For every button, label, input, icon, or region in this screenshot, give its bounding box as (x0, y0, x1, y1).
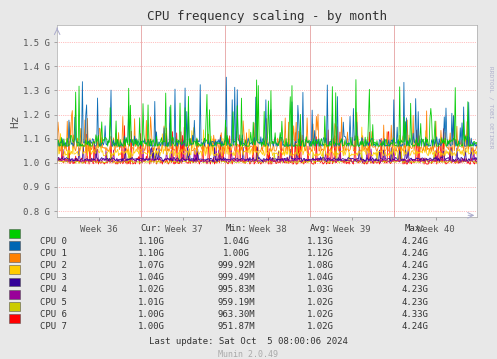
Text: 1.10G: 1.10G (138, 237, 165, 246)
Y-axis label: Hz: Hz (10, 115, 20, 128)
Text: 1.13G: 1.13G (307, 237, 334, 246)
Text: CPU 6: CPU 6 (40, 310, 67, 319)
Text: 999.49M: 999.49M (217, 273, 255, 282)
Text: Min:: Min: (225, 224, 247, 233)
Text: 1.07G: 1.07G (138, 261, 165, 270)
Text: Last update: Sat Oct  5 08:00:06 2024: Last update: Sat Oct 5 08:00:06 2024 (149, 337, 348, 346)
Text: CPU 1: CPU 1 (40, 249, 67, 258)
Text: Max:: Max: (404, 224, 426, 233)
Text: 995.83M: 995.83M (217, 285, 255, 294)
Text: 1.08G: 1.08G (307, 261, 334, 270)
Text: CPU 7: CPU 7 (40, 322, 67, 331)
Text: 4.23G: 4.23G (402, 298, 428, 307)
Text: 4.24G: 4.24G (402, 322, 428, 331)
Text: 1.02G: 1.02G (307, 298, 334, 307)
Text: 1.02G: 1.02G (307, 322, 334, 331)
Text: Avg:: Avg: (310, 224, 331, 233)
Text: CPU 3: CPU 3 (40, 273, 67, 282)
Text: 1.01G: 1.01G (138, 298, 165, 307)
Text: CPU 2: CPU 2 (40, 261, 67, 270)
Text: 999.92M: 999.92M (217, 261, 255, 270)
Text: 1.04G: 1.04G (307, 273, 334, 282)
Text: 1.02G: 1.02G (138, 285, 165, 294)
Text: 4.24G: 4.24G (402, 237, 428, 246)
Text: 1.00G: 1.00G (223, 249, 249, 258)
Text: 4.24G: 4.24G (402, 249, 428, 258)
Text: 1.10G: 1.10G (138, 249, 165, 258)
Text: 1.12G: 1.12G (307, 249, 334, 258)
Text: 4.23G: 4.23G (402, 273, 428, 282)
Text: 4.24G: 4.24G (402, 261, 428, 270)
Text: 4.23G: 4.23G (402, 285, 428, 294)
Text: CPU 4: CPU 4 (40, 285, 67, 294)
Text: Munin 2.0.49: Munin 2.0.49 (219, 350, 278, 359)
Text: 4.33G: 4.33G (402, 310, 428, 319)
Text: 1.00G: 1.00G (138, 310, 165, 319)
Text: 1.00G: 1.00G (138, 322, 165, 331)
Text: CPU 0: CPU 0 (40, 237, 67, 246)
Text: 1.02G: 1.02G (307, 310, 334, 319)
Text: 951.87M: 951.87M (217, 322, 255, 331)
Text: Cur:: Cur: (141, 224, 163, 233)
Text: 1.03G: 1.03G (307, 285, 334, 294)
Text: RRDTOOL / TOBI OETIKER: RRDTOOL / TOBI OETIKER (489, 66, 494, 149)
Text: CPU 5: CPU 5 (40, 298, 67, 307)
Text: 1.04G: 1.04G (138, 273, 165, 282)
Text: 959.19M: 959.19M (217, 298, 255, 307)
Title: CPU frequency scaling - by month: CPU frequency scaling - by month (147, 10, 387, 23)
Text: 963.30M: 963.30M (217, 310, 255, 319)
Text: 1.04G: 1.04G (223, 237, 249, 246)
